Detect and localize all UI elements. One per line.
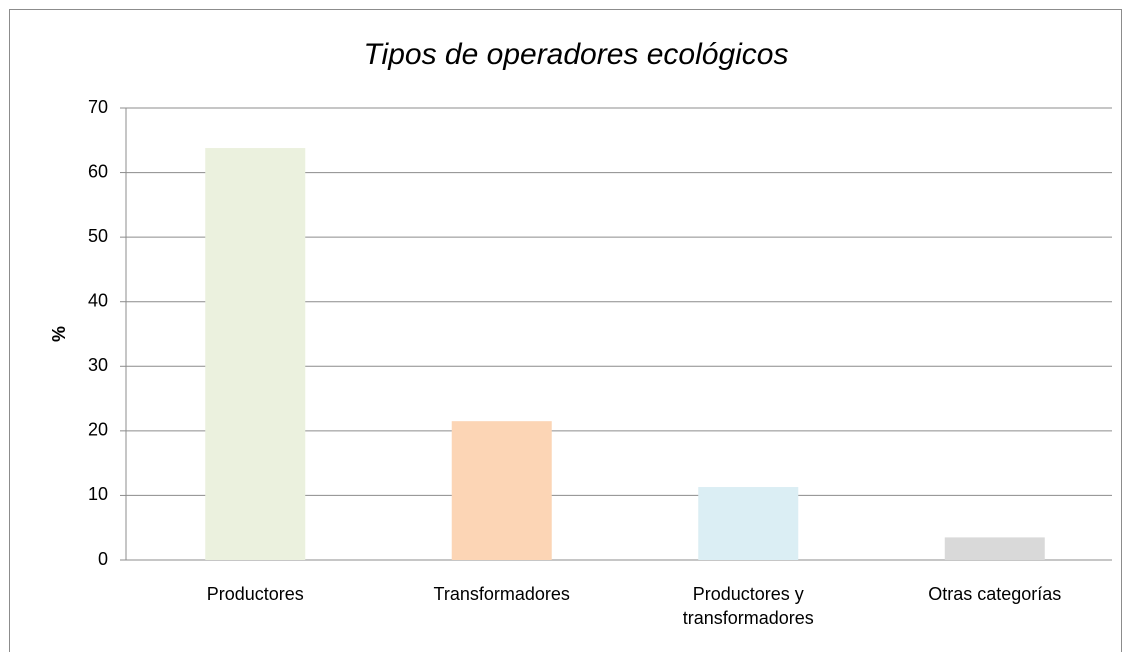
x-tick-label: Productores y transformadores [682, 584, 814, 628]
x-tick-label: Transformadores [433, 584, 570, 604]
bar [698, 487, 799, 560]
x-tick-label: Otras categorías [928, 584, 1062, 604]
x-tick-label: Productores [206, 584, 304, 604]
y-tick-label: 60 [88, 161, 108, 181]
y-tick-label: 10 [88, 484, 108, 504]
y-tick-label: 40 [88, 290, 108, 310]
y-tick-label: 70 [88, 97, 108, 117]
chart-border [9, 9, 1122, 652]
y-tick-label: 50 [88, 226, 108, 246]
y-axis-label: % [49, 326, 69, 342]
y-tick-label: 20 [88, 420, 108, 440]
bar [451, 421, 552, 560]
bar [205, 148, 306, 560]
bar [944, 537, 1045, 560]
y-tick-label: 30 [88, 355, 108, 375]
chart-title: Tipos de operadores ecológicos [364, 38, 789, 71]
y-tick-label: 0 [98, 549, 108, 569]
